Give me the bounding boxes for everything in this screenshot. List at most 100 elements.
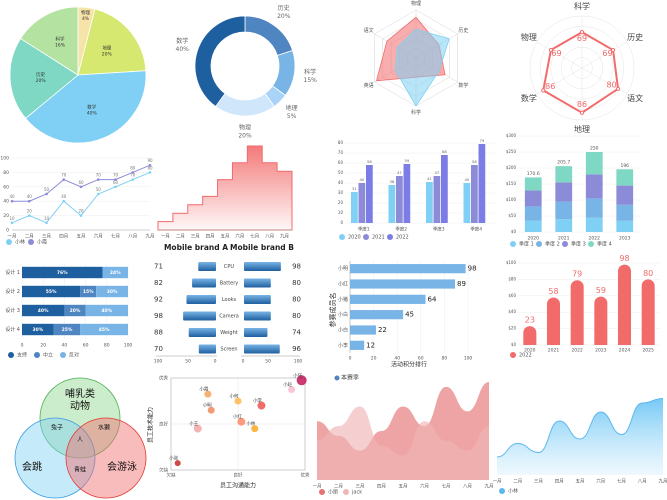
legend-item-label: 2022 — [519, 353, 532, 359]
line-point — [148, 171, 152, 174]
x-tick-label: 0 — [349, 356, 352, 362]
legend-item-label: 小林 — [508, 488, 518, 495]
percent-bar-label: 24% — [110, 270, 121, 276]
line-point-label: 50 — [96, 187, 102, 192]
bar-value-label: 40 — [464, 177, 469, 182]
y-tick-label: $40 — [508, 309, 516, 314]
bar-value-right: 80 — [292, 312, 301, 320]
x-tick-label: 0 — [242, 359, 245, 365]
x-tick-label: 二月 — [176, 234, 185, 240]
bar-value-label: 38 — [389, 179, 394, 184]
bar-value-label: 59 — [596, 286, 606, 295]
legend-item-label: 季度 1 — [519, 241, 534, 248]
line-point — [131, 171, 135, 174]
radar-axis-label: 物理 — [411, 0, 421, 7]
bubble-label: 小林 — [246, 420, 255, 427]
bar-value-label: 79 — [572, 270, 582, 279]
gradient-area-chart: 一月 二月 三月 四月 五月 六月 七月 八月 九月 小林 — [493, 375, 667, 500]
radar-axis-label: 英语 — [364, 82, 374, 89]
bar-value-right: 98 — [292, 263, 301, 271]
y-tick-label: 欠缺 — [159, 467, 168, 474]
legend-item-swatch — [363, 234, 369, 240]
x-tick-label: 四月 — [555, 479, 564, 485]
x-tick-label: 2021 — [558, 236, 570, 242]
y-tick-label: 80 — [3, 170, 9, 176]
bar-value-label: 59 — [404, 158, 409, 163]
line-point-label: 10 — [9, 216, 15, 221]
radar-point — [548, 47, 554, 53]
line-point — [79, 185, 83, 189]
butterfly-bar-chart: Mobile brand A Mobile brand B 71 98 CPU 82 80 B… — [150, 240, 305, 365]
bar-value-left: 92 — [154, 296, 163, 304]
bar-right — [244, 262, 281, 271]
bar-total-label: 205.7 — [557, 160, 570, 166]
percent-bar-label: 45% — [99, 327, 110, 333]
x-tick-label: 七月 — [442, 483, 451, 490]
x-tick-label: 良好 — [234, 472, 243, 479]
x-tick-label: 二月 — [334, 484, 343, 490]
x-tick-label: 六月 — [596, 478, 605, 485]
bar — [396, 176, 403, 223]
area-series — [317, 406, 489, 480]
line-point-label: 20 — [27, 209, 33, 214]
y-tick-label: 设计 4 — [5, 326, 20, 333]
x-tick-label: 三月 — [191, 234, 200, 240]
donut-slice — [194, 15, 246, 108]
radar-point-label: 69 — [602, 49, 612, 58]
bubble — [257, 401, 266, 410]
y-tick-label: 优秀 — [159, 375, 168, 382]
percent-bar-segment — [22, 323, 54, 336]
pie-slice-label: 数学 — [87, 103, 96, 110]
legend-item-label: 小林 — [15, 239, 25, 246]
x-tick-label: 欠缺 — [167, 472, 176, 479]
y-tick-label: 小白 — [338, 327, 348, 334]
stacked-bar-segment — [616, 169, 634, 186]
donut-slice-pct: 5% — [287, 113, 297, 120]
y-tick-label: $50 — [508, 213, 516, 218]
radar-spoke — [581, 67, 628, 95]
line-point — [96, 192, 100, 196]
percent-bar-label: 30% — [33, 327, 44, 333]
x-tick-label: 2023 — [595, 348, 607, 354]
bar — [441, 155, 448, 223]
bar-value-left: 98 — [154, 312, 163, 320]
bar-left — [186, 295, 216, 304]
bar-right — [244, 344, 280, 354]
percent-bar-segment — [22, 266, 103, 279]
y-tick-label: 70 — [338, 150, 344, 155]
x-tick-label: 2023 — [619, 236, 631, 242]
bar-value-label: 64 — [428, 295, 437, 303]
line-point-label: 60 — [113, 180, 119, 185]
x-tick-label: 五月 — [576, 479, 585, 485]
bar-value-left: 88 — [154, 329, 163, 337]
bar — [471, 165, 478, 223]
x-tick-label: 季度2 — [395, 226, 407, 233]
x-tick-label: 八月 — [128, 234, 137, 240]
title-marker — [334, 375, 340, 381]
donut-slice-label: 地理 — [286, 104, 298, 112]
y-tick-label: $200 — [506, 165, 517, 170]
bar-value-label: 23 — [525, 316, 535, 325]
bar-right — [244, 328, 268, 337]
bar-value-label: 40 — [359, 177, 364, 182]
bar-value-label: 68 — [442, 149, 447, 154]
percent-bar-segment — [85, 304, 128, 317]
legend-item-label: 2020 — [348, 235, 361, 241]
bar-right — [244, 295, 271, 304]
x-tick-label: 六月 — [94, 233, 103, 240]
bar-base — [570, 338, 584, 345]
x-tick-label: 0 — [214, 359, 217, 365]
bar-value-left: 71 — [154, 263, 163, 271]
bar-base — [617, 338, 632, 345]
line-point — [45, 192, 48, 196]
radar-point-label: 86 — [577, 100, 587, 109]
x-tick-label: 六月 — [420, 483, 429, 490]
bubble-label: 小红 — [233, 413, 242, 420]
x-tick-label: 2020 — [524, 348, 536, 354]
radar-point — [615, 86, 621, 91]
bubble — [193, 424, 202, 433]
x-tick-label: 五月 — [77, 234, 86, 240]
